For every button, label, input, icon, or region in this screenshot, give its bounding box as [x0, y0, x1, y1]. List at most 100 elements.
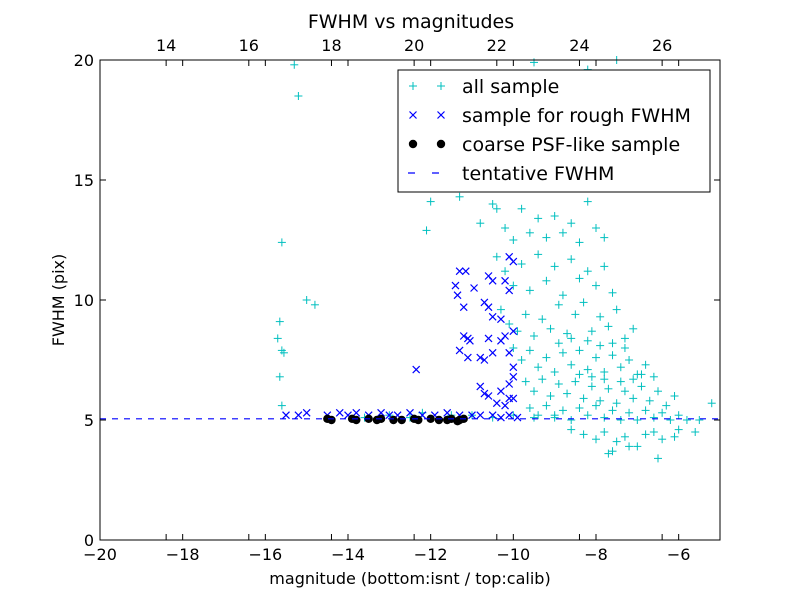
point-sample-for-rough-fwhm-57	[505, 252, 514, 261]
point-sample-for-rough-fwhm-33-b	[463, 353, 472, 362]
point-all-sample-2	[277, 238, 286, 247]
point-all-sample-55	[583, 267, 592, 276]
top-tick-label-3: 20	[404, 36, 424, 55]
point-all-sample-83	[567, 360, 576, 369]
point-all-sample-48	[525, 286, 534, 295]
point-sample-for-rough-fwhm-20-b	[505, 411, 514, 420]
point-all-sample-23	[525, 228, 534, 237]
point-all-sample-79	[534, 363, 543, 372]
point-all-sample-101	[579, 394, 588, 403]
point-all-sample-76	[509, 344, 518, 352]
point-all-sample-69	[579, 298, 588, 307]
y-axis-label: FWHM (pix)	[49, 254, 68, 347]
point-sample-for-rough-fwhm-2-b	[302, 408, 311, 417]
x-tick-label-7: −6	[667, 545, 691, 564]
point-sample-for-rough-fwhm-38-b	[488, 312, 497, 321]
point-sample-for-rough-fwhm-46	[505, 286, 514, 295]
point-sample-for-rough-fwhm-39-b	[484, 334, 493, 343]
point-all-sample-63	[530, 332, 538, 340]
x-axis-top: 14 16 18 20 22 24 26	[156, 36, 672, 540]
point-sample-for-rough-fwhm-24-b	[461, 267, 470, 276]
top-tick-label-1: 16	[239, 36, 259, 55]
point-all-sample-92	[641, 360, 650, 369]
point-sample-for-rough-fwhm-31-b	[466, 336, 474, 345]
point-all-sample-120	[583, 411, 592, 420]
point-all-sample-3	[302, 296, 311, 304]
point-all-sample-115	[542, 401, 551, 410]
point-sample-for-rough-fwhm-4	[335, 408, 344, 417]
point-all-sample-130	[666, 416, 675, 424]
point-sample-for-rough-fwhm-41	[480, 356, 489, 364]
point-all-sample-109	[645, 396, 654, 405]
point-sample-for-rough-fwhm-53	[501, 401, 509, 410]
point-sample-for-rough-fwhm-0-b	[282, 411, 290, 420]
point-sample-for-rough-fwhm-22	[412, 365, 421, 374]
y-axis: 0 5 10 15 20	[74, 51, 720, 550]
point-all-sample-88	[608, 351, 617, 360]
point-sample-for-rough-fwhm-45-b	[501, 276, 509, 285]
point-sample-for-rough-fwhm-18	[488, 411, 497, 420]
point-all-sample-6	[273, 334, 282, 343]
point-all-sample-20	[501, 224, 510, 232]
point-all-sample-19	[492, 204, 501, 213]
point-sample-for-rough-fwhm-9-b	[385, 411, 394, 420]
legend-marker-1-b-b	[437, 111, 445, 119]
point-all-sample-73	[612, 305, 621, 314]
point-sample-for-rough-fwhm-44	[492, 399, 501, 408]
point-all-sample-78	[525, 346, 534, 355]
point-all-sample-25	[542, 233, 551, 242]
point-all-sample-102	[587, 382, 596, 391]
point-all-sample-118	[567, 416, 576, 424]
point-all-sample-117	[558, 406, 567, 415]
point-sample-for-rough-fwhm-17-b	[476, 411, 485, 420]
point-sample-for-rough-fwhm-22-b	[412, 365, 421, 374]
point-all-sample-105	[612, 399, 621, 408]
point-sample-for-rough-fwhm-1-b	[294, 411, 303, 420]
point-all-sample-56	[592, 281, 600, 290]
point-all-sample-27	[558, 228, 567, 237]
point-all-sample-13	[455, 192, 464, 201]
point-all-sample-169	[587, 372, 596, 381]
point-sample-for-rough-fwhm-38	[488, 312, 497, 321]
point-all-sample-119	[575, 404, 584, 412]
point-all-sample-62	[521, 310, 530, 319]
point-sample-for-rough-fwhm-40	[476, 353, 485, 362]
y-tick-label-1: 5	[84, 411, 94, 430]
point-sample-for-rough-fwhm-41-b	[480, 356, 489, 364]
x-axis-bottom: −20 −18 −16 −14 −12 −10 −8 −6	[83, 60, 690, 564]
point-all-sample-12	[422, 226, 431, 235]
legend-markers	[408, 82, 446, 174]
top-tick-label-0: 14	[156, 36, 176, 55]
point-all-sample-68	[571, 310, 580, 319]
point-all-sample-138	[620, 432, 629, 441]
x-tick-label-5: −10	[496, 545, 530, 564]
point-sample-for-rough-fwhm-26	[470, 284, 478, 292]
point-all-sample-72	[604, 322, 613, 331]
point-sample-for-rough-fwhm-59	[488, 348, 497, 357]
point-all-sample-121	[592, 401, 600, 410]
point-all-sample-59	[496, 305, 505, 314]
point-sample-for-rough-fwhm-43	[484, 392, 493, 400]
point-all-sample-107	[629, 394, 638, 403]
point-sample-for-rough-fwhm-23	[455, 267, 464, 276]
point-sample-for-rough-fwhm-37-b	[484, 303, 493, 312]
legend-marker-1-a	[409, 111, 417, 119]
point-sample-for-rough-fwhm-33	[463, 353, 472, 362]
point-sample-for-rough-fwhm-40-b	[476, 353, 485, 362]
point-all-sample-57	[600, 262, 609, 271]
point-all-sample-45	[501, 267, 510, 276]
point-sample-for-rough-fwhm-8-b	[377, 408, 385, 417]
point-all-sample-21	[509, 236, 518, 244]
point-all-sample-61	[513, 327, 522, 336]
point-sample-for-rough-fwhm-51-b	[505, 380, 514, 388]
point-sample-for-rough-fwhm-35-b	[488, 276, 497, 285]
point-all-sample-165	[596, 341, 605, 350]
point-sample-for-rough-fwhm-50-b	[509, 363, 518, 372]
point-sample-for-rough-fwhm-20	[505, 411, 514, 420]
point-all-sample-46	[509, 281, 518, 290]
legend-box	[397, 69, 711, 193]
point-all-sample-89	[616, 363, 625, 372]
point-sample-for-rough-fwhm-17	[476, 411, 485, 420]
point-all-sample-8	[279, 348, 288, 357]
point-sample-for-rough-fwhm-45	[501, 276, 509, 285]
